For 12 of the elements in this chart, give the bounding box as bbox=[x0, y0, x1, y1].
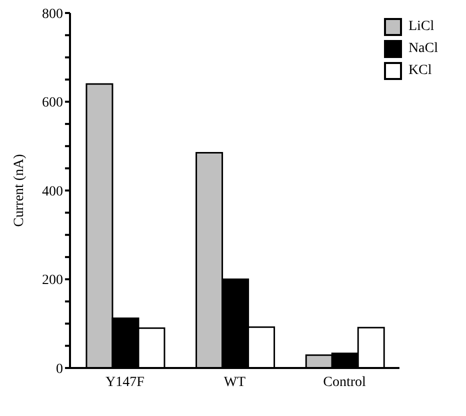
legend-label: KCl bbox=[408, 63, 432, 79]
x-tick-label: Control bbox=[323, 374, 366, 390]
x-tick-label: WT bbox=[224, 374, 246, 390]
y-tick-label: 0 bbox=[56, 362, 63, 377]
y-tick-label: 600 bbox=[42, 96, 63, 111]
y-tick-label: 400 bbox=[42, 184, 63, 200]
x-tick-label: Y147F bbox=[105, 374, 145, 390]
y-tick-label: 800 bbox=[42, 6, 63, 22]
legend-label: LiCl bbox=[408, 19, 434, 35]
y-tick-label: 200 bbox=[42, 273, 63, 288]
y-axis-title: Current (nA) bbox=[12, 154, 27, 227]
legend-label: NaCl bbox=[408, 41, 438, 57]
